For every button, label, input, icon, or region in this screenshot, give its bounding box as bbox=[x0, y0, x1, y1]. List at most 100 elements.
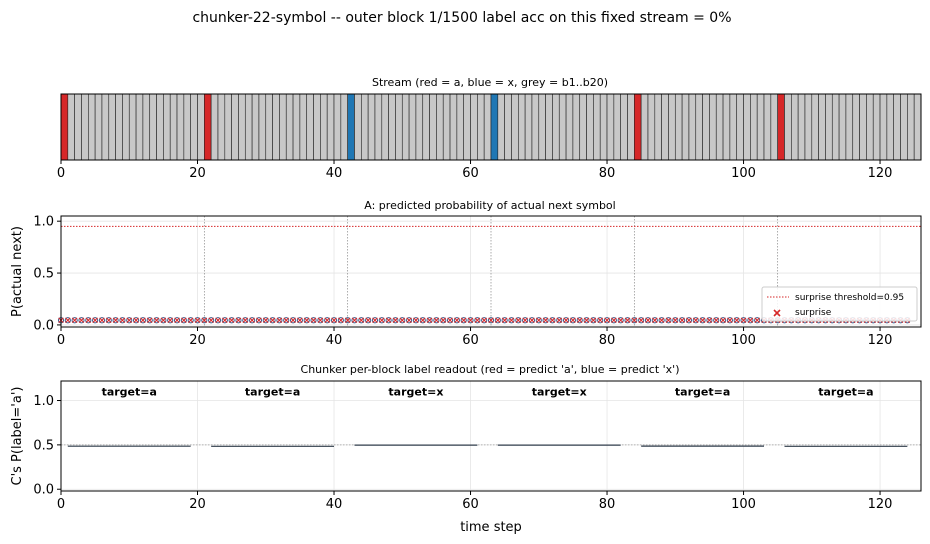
y-tick-label: 0.5 bbox=[33, 267, 54, 282]
x-tick-label: 120 bbox=[868, 333, 893, 348]
stream-cell-b bbox=[197, 93, 205, 161]
surprise-marker bbox=[365, 317, 371, 324]
stream-cell-b bbox=[647, 93, 656, 161]
prob-point bbox=[255, 317, 263, 324]
prob-point bbox=[85, 317, 92, 324]
prob-point bbox=[337, 317, 344, 324]
surprise-marker-stroke bbox=[733, 317, 740, 324]
x-tick-label: 0 bbox=[57, 333, 65, 348]
stream-cell-b bbox=[838, 93, 847, 161]
stream-cell-b bbox=[852, 93, 860, 161]
y-tick-label: 1.0 bbox=[33, 215, 54, 230]
stream-cell-b bbox=[736, 93, 744, 161]
stream-cell-b bbox=[210, 93, 219, 161]
stream-cell-b bbox=[238, 93, 246, 161]
surprise-marker-stroke bbox=[515, 317, 522, 324]
surprise-marker bbox=[576, 317, 583, 324]
prob-point bbox=[160, 317, 167, 324]
surprise-marker-stroke bbox=[563, 317, 569, 324]
stream-cell-a bbox=[204, 93, 212, 161]
prob-point bbox=[590, 317, 597, 324]
prob-point bbox=[167, 317, 174, 324]
stream-cell-b bbox=[442, 93, 451, 161]
target-label: target=a bbox=[675, 386, 730, 399]
surprise-marker bbox=[645, 317, 651, 324]
surprise-marker bbox=[617, 317, 624, 324]
surprise-marker-stroke bbox=[570, 317, 576, 324]
stream-cell-b bbox=[818, 93, 826, 161]
prob-point bbox=[303, 317, 310, 324]
stream-cell-b bbox=[756, 93, 765, 161]
prob-point bbox=[262, 317, 269, 324]
legend-threshold-label: surprise threshold=0.95 bbox=[795, 293, 904, 303]
prob-point bbox=[317, 317, 324, 324]
stream-cell-b bbox=[606, 93, 615, 161]
prob-point bbox=[576, 317, 583, 324]
surprise-marker bbox=[392, 317, 399, 324]
stream-cell-b bbox=[122, 93, 130, 161]
surprise-marker-stroke bbox=[624, 317, 631, 324]
surprise-marker-stroke bbox=[413, 317, 419, 324]
surprise-marker-stroke bbox=[460, 317, 467, 324]
stream-x-ticks: 0 20 40 60 80 100 120 bbox=[57, 160, 892, 181]
surprise-marker bbox=[92, 317, 98, 324]
prob-point bbox=[658, 317, 665, 324]
stream-cell-b bbox=[429, 93, 437, 161]
surprise-marker-stroke bbox=[536, 317, 542, 324]
surprise-marker-stroke bbox=[385, 317, 392, 324]
surprise-marker bbox=[263, 317, 269, 324]
surprise-marker bbox=[665, 317, 672, 324]
prob-point bbox=[487, 317, 495, 324]
stream-cell-b bbox=[340, 93, 348, 161]
surprise-marker bbox=[85, 317, 92, 324]
surprise-marker-stroke bbox=[126, 317, 133, 324]
surprise-marker bbox=[194, 317, 201, 324]
surprise-marker-stroke bbox=[65, 317, 71, 324]
surprise-marker bbox=[611, 317, 617, 324]
prob-point bbox=[98, 317, 106, 324]
surprise-marker-stroke bbox=[249, 317, 255, 324]
prob-point bbox=[597, 317, 604, 324]
surprise-marker bbox=[235, 317, 242, 324]
prob-point bbox=[460, 317, 467, 324]
surprise-marker-stroke bbox=[706, 317, 713, 324]
surprise-marker-stroke bbox=[672, 317, 679, 324]
stream-cell-b bbox=[511, 93, 519, 161]
x-tick-label: 0 bbox=[57, 166, 65, 181]
surprise-marker bbox=[78, 317, 85, 324]
stream-cell-b bbox=[265, 93, 273, 161]
surprise-marker bbox=[440, 317, 446, 324]
surprise-marker-stroke bbox=[242, 317, 249, 324]
surprise-marker bbox=[481, 317, 487, 324]
stream-cell-b bbox=[224, 93, 232, 161]
surprise-marker-stroke bbox=[508, 317, 515, 324]
surprise-marker bbox=[215, 317, 221, 324]
surprise-marker bbox=[631, 317, 638, 324]
surprise-marker-stroke bbox=[256, 317, 262, 324]
surprise-marker-stroke bbox=[419, 317, 426, 324]
surprise-marker-stroke bbox=[78, 317, 85, 324]
stream-cell-b bbox=[702, 93, 710, 161]
stream-cell-b bbox=[524, 93, 533, 161]
prob-point bbox=[289, 317, 297, 324]
stream-cell-b bbox=[545, 93, 553, 161]
surprise-marker bbox=[160, 317, 167, 324]
surprise-marker bbox=[672, 317, 679, 324]
prob-point bbox=[610, 317, 617, 324]
stream-cell-b bbox=[579, 93, 587, 161]
prob-point bbox=[64, 317, 71, 324]
surprise-marker-stroke bbox=[727, 317, 733, 324]
surprise-marker-stroke bbox=[351, 317, 358, 324]
stream-cell-b bbox=[593, 93, 601, 161]
surprise-marker-stroke bbox=[467, 317, 474, 324]
prob-point bbox=[494, 317, 501, 324]
surprise-marker-stroke bbox=[119, 317, 126, 324]
prob-point bbox=[562, 317, 570, 324]
surprise-marker bbox=[556, 317, 563, 324]
prob-point bbox=[467, 317, 474, 324]
surprise-marker-stroke bbox=[222, 317, 228, 324]
surprise-marker-stroke bbox=[215, 317, 221, 324]
prob-point bbox=[624, 317, 631, 324]
surprise-marker-stroke bbox=[686, 317, 692, 324]
y-tick-label: 1.0 bbox=[33, 394, 54, 409]
